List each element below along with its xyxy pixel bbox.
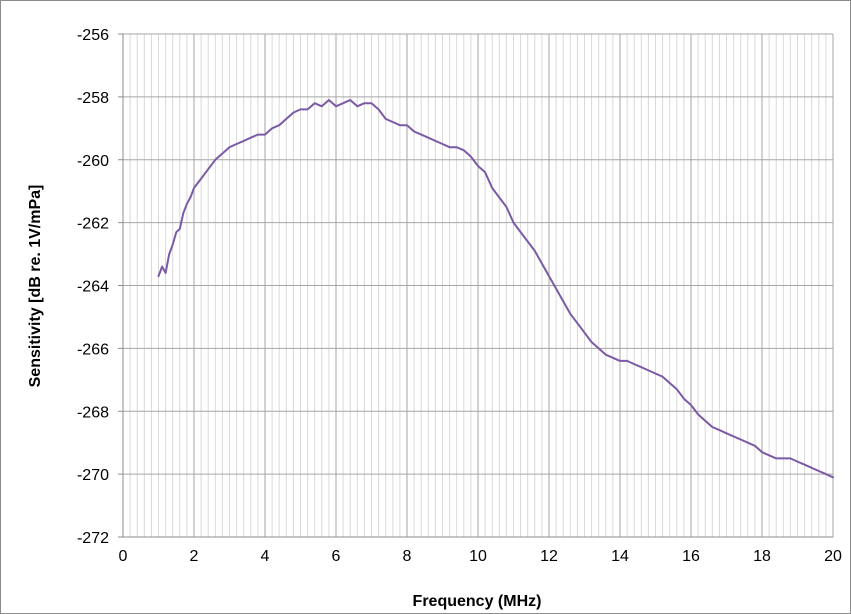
y-tick-labels: -256 -258 -260 -262 -264 -266 -268 -270 -272 [77, 27, 109, 547]
y-tick-label: -256 [77, 27, 109, 44]
x-tick-label: 2 [190, 548, 199, 565]
x-tick-label: 14 [611, 548, 629, 565]
y-tick-label: -258 [77, 90, 109, 107]
x-tick-label: 4 [261, 548, 270, 565]
x-tick-label: 10 [469, 548, 487, 565]
x-axis-title: Frequency (MHz) [413, 593, 542, 610]
series-group [157, 99, 834, 479]
y-axis-title: Sensitivity [dB re. 1V/mPa] [27, 185, 44, 388]
x-tick-label: 6 [332, 548, 341, 565]
x-tick-label: 18 [753, 548, 771, 565]
y-tick-label: -264 [77, 279, 109, 296]
y-tick-label: -272 [77, 530, 109, 547]
major-gridlines [122, 33, 834, 538]
y-tick-label: -268 [77, 404, 109, 421]
y-tick-label: -270 [77, 467, 109, 484]
x-tick-label: 20 [824, 548, 842, 565]
y-tick-label: -260 [77, 153, 109, 170]
axes [118, 33, 833, 538]
x-tick-labels: 0 2 4 6 8 10 12 14 16 18 20 [119, 548, 842, 565]
y-tick-label: -266 [77, 341, 109, 358]
x-tick-label: 8 [403, 548, 412, 565]
x-tick-label: 16 [682, 548, 700, 565]
x-tick-label: 0 [119, 548, 128, 565]
series-line [157, 99, 834, 479]
y-tick-label: -262 [77, 216, 109, 233]
x-tick-label: 12 [540, 548, 558, 565]
